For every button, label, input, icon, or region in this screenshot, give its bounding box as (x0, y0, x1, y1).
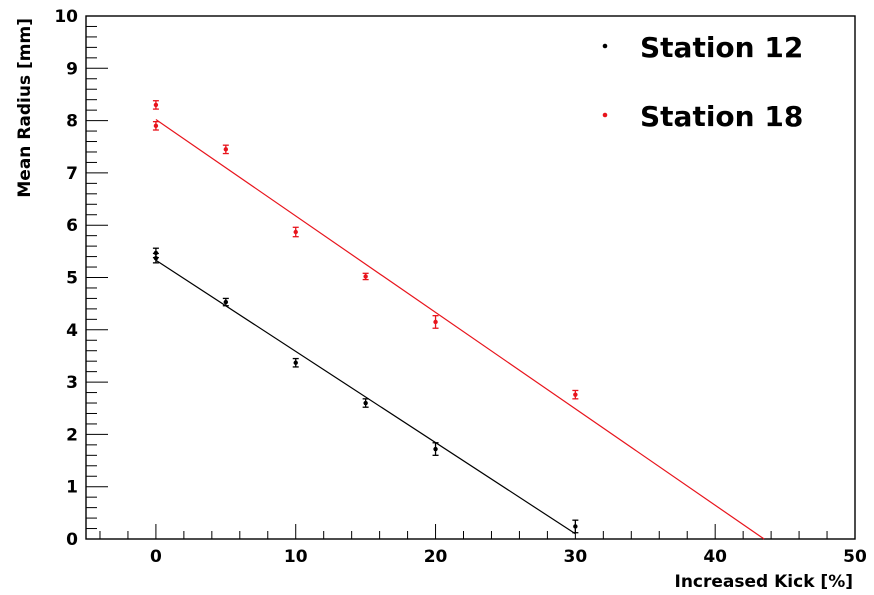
y-axis-title: Mean Radius [mm] (15, 18, 35, 198)
y-tick-label: 5 (66, 269, 78, 289)
x-tick-label: 40 (703, 547, 727, 567)
y-tick-label: 2 (66, 425, 78, 445)
data-point (432, 442, 439, 456)
point-marker (293, 229, 298, 235)
x-tick-label: 20 (424, 547, 448, 567)
legend-label-station-12: Station 12 (640, 31, 803, 64)
y-tick-label: 10 (54, 7, 78, 27)
data-point (572, 389, 579, 400)
point-marker (223, 299, 229, 305)
x-axis-ticks: 0 10 20 30 40 50 (99, 524, 867, 567)
point-marker (573, 524, 578, 529)
legend-marker-station-18 (602, 112, 608, 118)
data-point (292, 226, 299, 238)
data-point (292, 357, 299, 368)
data-point (572, 519, 579, 534)
data-point (152, 252, 159, 264)
y-tick-label: 7 (66, 164, 78, 184)
y-tick-label: 4 (66, 321, 78, 341)
point-marker (153, 123, 159, 129)
data-point (222, 297, 229, 307)
data-point (432, 315, 439, 329)
y-tick-label: 1 (66, 478, 78, 498)
legend: Station 12 Station 18 (602, 31, 803, 133)
point-marker (153, 102, 159, 108)
point-marker (363, 274, 368, 279)
y-tick-label: 6 (66, 216, 78, 236)
legend-label-station-18: Station 18 (640, 100, 803, 133)
point-marker (433, 319, 438, 325)
data-point (152, 120, 159, 131)
data-point (152, 100, 159, 110)
point-marker (433, 446, 438, 452)
point-marker (293, 360, 298, 365)
data-point (362, 398, 369, 408)
y-tick-label: 0 (66, 530, 78, 550)
legend-marker-station-12 (602, 43, 608, 49)
x-tick-label: 30 (564, 547, 588, 567)
y-tick-label: 8 (66, 112, 78, 132)
fit-line-series-1 (155, 119, 765, 540)
x-tick-label: 10 (284, 547, 308, 567)
data-point (362, 272, 369, 281)
fit-line-series-0 (155, 259, 576, 535)
data-point (222, 144, 229, 155)
point-marker (223, 147, 229, 152)
point-marker (573, 392, 578, 397)
plot-frame (85, 15, 856, 540)
point-marker (153, 255, 159, 261)
y-tick-label: 9 (66, 59, 78, 79)
data-points (152, 100, 579, 534)
fit-lines (155, 119, 765, 540)
y-axis-ticks: 0 1 2 3 4 5 6 7 8 9 10 (54, 7, 108, 550)
x-tick-label: 0 (150, 547, 162, 567)
x-axis-title: Increased Kick [%] (675, 572, 854, 592)
x-tick-label: 50 (843, 547, 867, 567)
point-marker (363, 400, 368, 406)
y-tick-label: 3 (66, 373, 78, 393)
